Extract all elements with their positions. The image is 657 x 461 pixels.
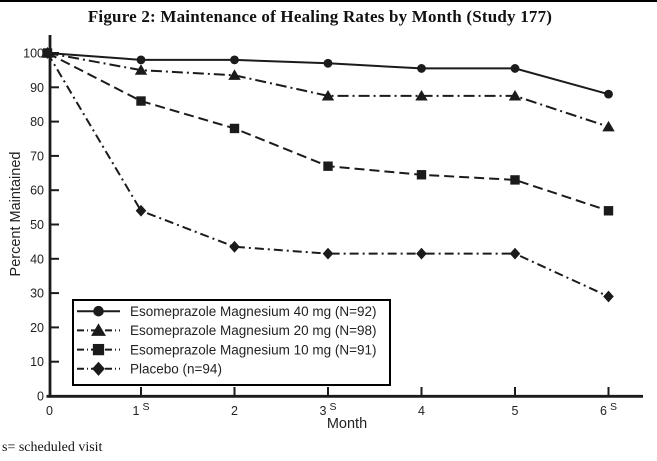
data-point-marker [416,170,427,180]
data-point-marker [228,69,241,80]
y-tick-label: 50 [30,218,44,232]
series-line-2 [47,52,609,212]
x-tick-label: 4 [418,404,425,418]
data-point-marker [510,64,520,73]
legend-swatch-marker [92,343,105,356]
legend-label: Esomeprazole Magnesium 10 mg (N=91) [130,342,377,357]
data-point-marker [323,161,333,171]
data-point-marker [135,204,147,217]
series-line-3 [46,52,609,298]
data-point-marker [604,89,613,99]
legend-label: Esomeprazole Magnesium 40 mg (N=92) [130,304,377,319]
y-tick-label: 90 [30,81,44,95]
data-point-marker [42,47,53,59]
x-tick-label: 2 [231,404,238,418]
data-point-marker [322,247,334,260]
legend-label: Esomeprazole Magnesium 20 mg (N=98) [130,323,377,338]
legend-swatch-marker [92,361,105,376]
x-tick-label: 5 [512,404,519,418]
y-tick-label: 100 [23,47,44,61]
data-point-marker [229,240,240,253]
data-point-marker [415,89,428,101]
scheduled-visit-superscript: S [610,401,617,413]
data-point-marker [229,123,240,134]
y-tick-label: 10 [30,355,44,369]
x-tick-label: 0 [46,404,53,418]
y-tick-label: 60 [30,184,44,198]
y-tick-label: 70 [30,149,44,163]
scheduled-visit-superscript: S [142,401,149,413]
y-tick-label: 20 [30,321,44,335]
data-point-marker [134,64,148,75]
scheduled-visit-footnote: s= scheduled visit [2,440,103,455]
data-point-marker [230,55,239,65]
y-tick-label: 30 [30,287,44,301]
y-tick-label: 0 [37,390,44,404]
legend-swatch-marker [91,323,106,336]
chart-title: Figure 2: Maintenance of Healing Rates b… [87,7,553,26]
data-point-marker [510,175,520,185]
y-tick-label: 80 [30,115,44,129]
data-point-marker [417,64,426,73]
data-point-marker [508,89,522,101]
data-point-marker [509,247,521,260]
data-point-marker [321,89,335,101]
data-point-marker [416,247,427,260]
data-point-marker [136,55,146,65]
legend-label: Placebo (n=94) [130,362,222,377]
legend-swatch-marker [93,305,104,317]
y-axis-label: Percent Maintained [8,151,24,277]
data-point-marker [323,58,333,68]
data-point-marker [602,120,615,132]
y-tick-label: 40 [30,252,44,266]
data-point-marker [603,206,614,216]
scheduled-visit-superscript: S [329,401,336,413]
data-point-marker [603,290,614,303]
legend-box [72,299,391,386]
data-point-marker [136,96,146,106]
x-axis-label: Month [326,416,368,432]
